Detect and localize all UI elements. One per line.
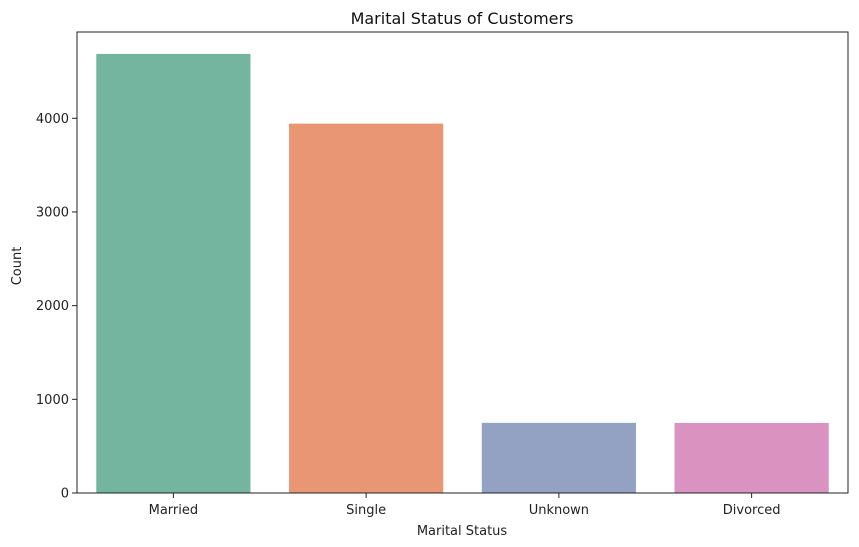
bar-single [289, 123, 444, 493]
y-tick-label: 4000 [36, 112, 69, 127]
bar-divorced [674, 422, 829, 493]
y-axis-title: Count [10, 247, 25, 286]
bars-group [96, 53, 829, 494]
y-tick-label: 0 [61, 487, 69, 502]
bar-unknown [481, 422, 636, 493]
bar-married [96, 53, 251, 494]
x-tick-label: Single [346, 503, 386, 518]
y-tick-label: 2000 [36, 299, 69, 314]
y-axis: 0 1000 2000 3000 4000 [36, 112, 77, 502]
plot-frame [76, 31, 849, 494]
y-tick-label: 1000 [36, 393, 69, 408]
chart-title: Marital Status of Customers [351, 9, 574, 28]
y-tick-label: 3000 [36, 205, 69, 220]
x-tick-label: Divorced [723, 503, 781, 518]
x-axis: Married Single Unknown Divorced [149, 493, 781, 518]
x-axis-title: Marital Status [417, 524, 508, 539]
x-tick-label: Unknown [529, 503, 589, 518]
x-tick-label: Married [149, 503, 199, 518]
